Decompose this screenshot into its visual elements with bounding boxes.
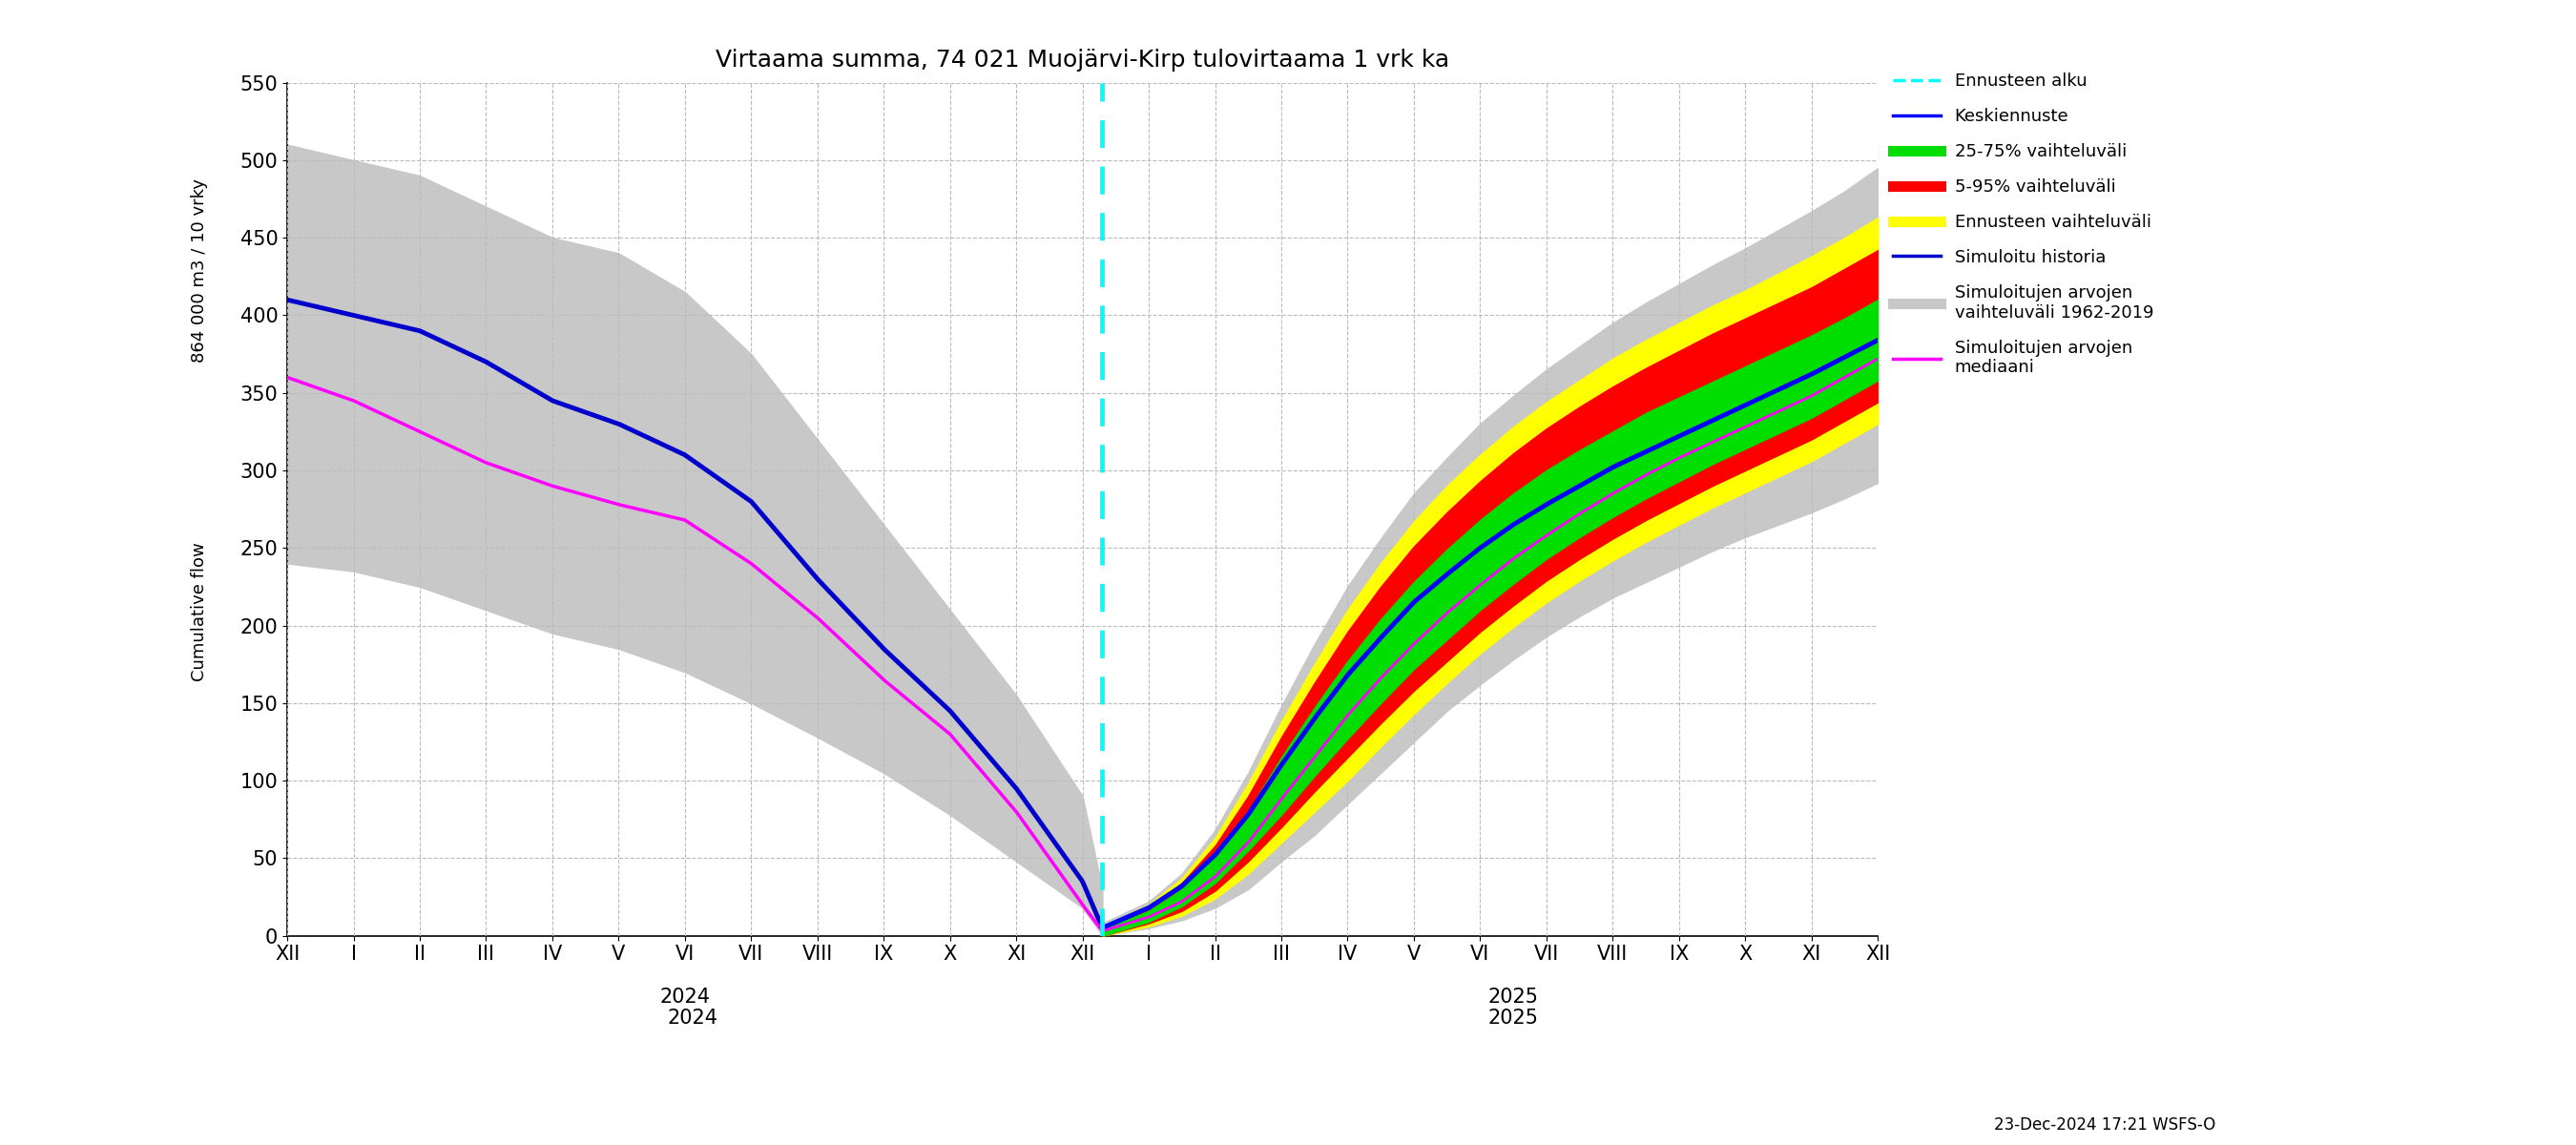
Legend: Ennusteen alku, Keskiennuste, 25-75% vaihteluväli, 5-95% vaihteluväli, Ennusteen: Ennusteen alku, Keskiennuste, 25-75% vai… xyxy=(1886,65,2161,384)
Text: Cumulative flow: Cumulative flow xyxy=(191,542,209,681)
Text: 2025: 2025 xyxy=(1489,1009,1538,1028)
Text: 2024: 2024 xyxy=(667,1009,719,1028)
Text: 2024: 2024 xyxy=(659,987,711,1006)
Title: Virtaama summa, 74 021 Muojärvi-Kirp tulovirtaama 1 vrk ka: Virtaama summa, 74 021 Muojärvi-Kirp tul… xyxy=(716,48,1450,71)
Text: 23-Dec-2024 17:21 WSFS-O: 23-Dec-2024 17:21 WSFS-O xyxy=(1994,1116,2215,1134)
Text: 864 000 m3 / 10 vrky: 864 000 m3 / 10 vrky xyxy=(191,179,209,363)
Text: 2025: 2025 xyxy=(1489,987,1538,1006)
